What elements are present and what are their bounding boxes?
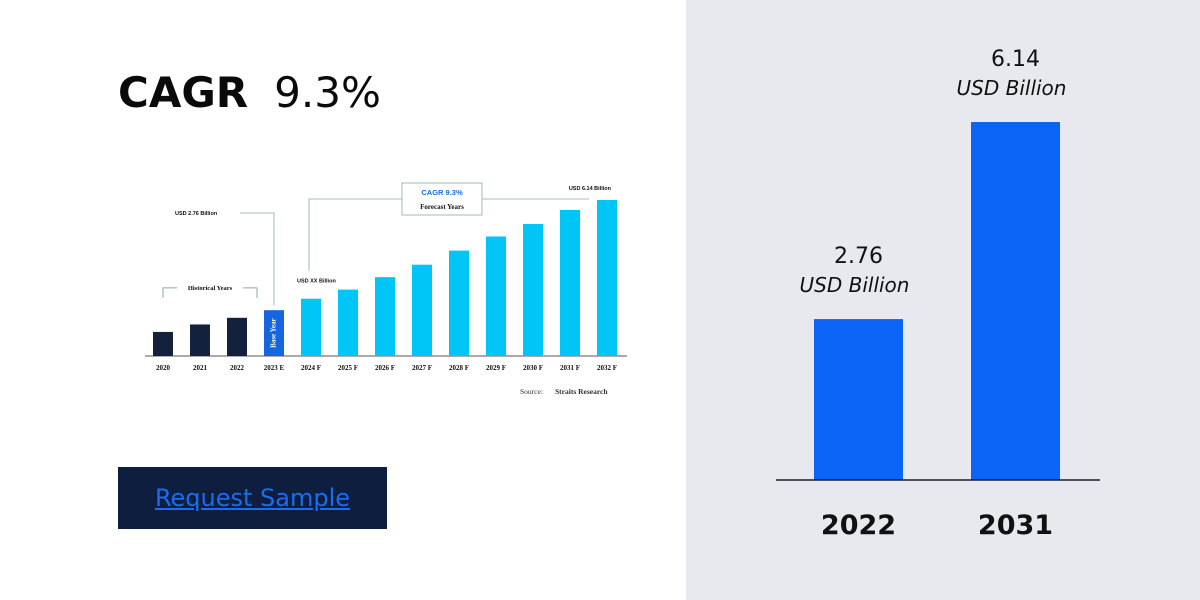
market-size-chart: 2.76 USD Billion 2022 6.14 USD Billion 2031	[776, 47, 1100, 541]
bar-2023-E	[264, 310, 284, 356]
bar-2029-F	[486, 236, 506, 356]
historical-label-bg	[177, 281, 243, 293]
bar-2031	[971, 122, 1060, 481]
callout-sub: Forecast Years	[420, 203, 464, 211]
x-tick-label-2031: 2031	[978, 510, 1053, 541]
annotation-start-connector	[240, 212, 275, 306]
x-tick-label: 2026 F	[375, 364, 395, 372]
right-panel	[686, 0, 1200, 600]
base-year-label: Base Year	[270, 318, 278, 347]
source-value: Straits Research	[555, 387, 608, 396]
bar-2020	[153, 331, 173, 356]
bar-2030-F	[523, 224, 543, 356]
x-tick-label: 2023 E	[264, 364, 285, 372]
bar-2022	[227, 317, 247, 356]
request-sample-button[interactable]: Request Sample	[118, 467, 387, 529]
x-tick-label: 2027 F	[412, 364, 432, 372]
callout-cagr: CAGR 9.3%	[421, 188, 463, 197]
x-tick-label: 2028 F	[449, 364, 469, 372]
bar-2021	[190, 324, 210, 356]
cagr-headline: CAGR 9.3%	[118, 68, 381, 117]
value-label-2031: 6.14	[991, 47, 1040, 72]
bar-2031-F	[560, 209, 580, 356]
x-tick-label: 2031 F	[560, 364, 580, 372]
request-sample-link[interactable]: Request Sample	[154, 484, 351, 512]
source-label: Source:	[520, 387, 543, 396]
cagr-value: 9.3%	[274, 68, 381, 117]
annotation-end: USD 6.14 Billion	[569, 186, 612, 192]
bar-2026-F	[375, 277, 395, 356]
bar-2032-F	[597, 199, 617, 356]
x-tick-label: 2025 F	[338, 364, 358, 372]
forecast-chart-thumbnail: 2020 2021 2022 2023 E 2024 F 2025 F 2026 F 2027…	[145, 182, 627, 396]
value-label-2022: 2.76	[834, 244, 883, 269]
bar-2022	[814, 319, 903, 480]
unit-label-2031: USD Billion	[957, 76, 1067, 100]
x-tick-label: 2020	[156, 364, 171, 372]
bar-2027-F	[412, 264, 432, 356]
x-tick-label-2022: 2022	[821, 510, 896, 541]
x-tick-label: 2022	[230, 364, 245, 372]
bar-2025-F	[338, 289, 358, 356]
callout-connector-left	[308, 198, 402, 271]
historical-bracket-label: Historical Years	[188, 285, 233, 292]
x-tick-label: 2024 F	[301, 364, 321, 372]
bar-2024-F	[301, 298, 321, 356]
annotation-mid: USD XX Billion	[297, 279, 336, 285]
bar-2028-F	[449, 250, 469, 356]
x-tick-label: 2029 F	[486, 364, 506, 372]
unit-label-2022: USD Billion	[800, 273, 910, 297]
cagr-label: CAGR	[118, 68, 249, 117]
x-tick-label: 2021	[193, 364, 208, 372]
x-tick-label: 2030 F	[523, 364, 543, 372]
x-tick-label: 2032 F	[597, 364, 617, 372]
callout-box	[401, 182, 483, 216]
annotation-start: USD 2.76 Billion	[175, 211, 218, 217]
